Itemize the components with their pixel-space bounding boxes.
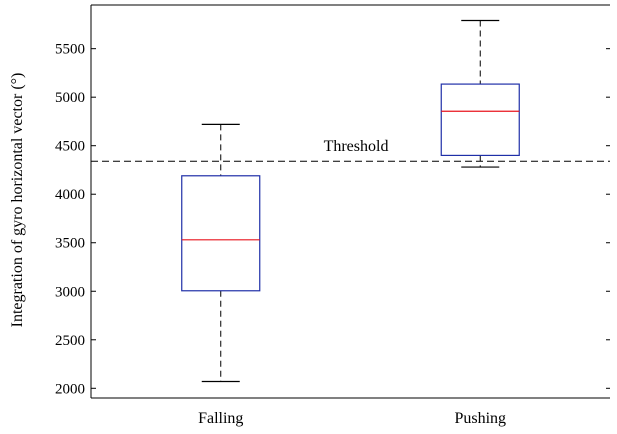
y-tick-label: 2000 <box>55 381 85 397</box>
box-pushing <box>440 19 520 168</box>
threshold-label: Threshold <box>324 138 389 155</box>
y-tick-label: 4500 <box>55 139 85 155</box>
y-tick-label: 5000 <box>55 90 85 106</box>
y-axis-label: Integration of gyro horizontal vector (°… <box>9 73 26 328</box>
iqr-box <box>440 83 520 157</box>
box-series <box>181 19 520 383</box>
box-falling <box>181 123 261 383</box>
y-tick-label: 3000 <box>55 284 85 300</box>
y-tick-label: 5500 <box>55 42 85 58</box>
axes-frame <box>90 4 610 399</box>
iqr-box <box>181 175 261 292</box>
y-ticks: 2000 2500 3000 3500 4000 4500 5000 5500 <box>55 42 610 397</box>
y-tick-label: 4000 <box>55 187 85 203</box>
threshold-layer: Threshold <box>91 138 610 162</box>
x-category-label: Pushing <box>454 410 506 427</box>
x-category-labels: Falling Pushing <box>198 410 506 427</box>
y-tick-label: 3500 <box>55 236 85 252</box>
y-tick-label: 2500 <box>55 333 85 349</box>
x-category-label: Falling <box>198 410 243 427</box>
